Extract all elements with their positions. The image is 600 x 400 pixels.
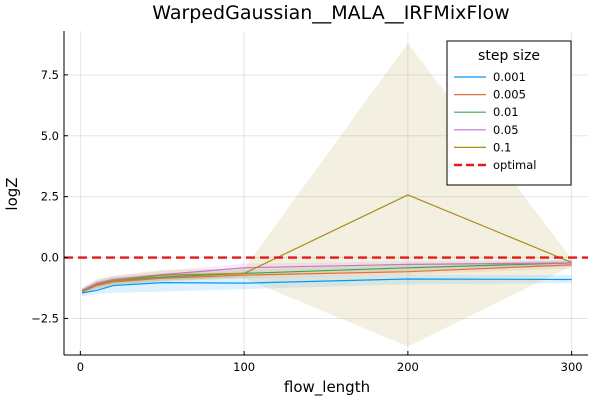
- x-axis-label: flow_length: [284, 378, 370, 397]
- y-tick-label: 0.0: [41, 251, 59, 265]
- y-tick-label: 2.5: [41, 190, 59, 204]
- x-tick-label: 200: [397, 360, 419, 374]
- legend-label-0-01: 0.01: [493, 105, 519, 119]
- legend-label-0-1: 0.1: [493, 140, 511, 154]
- band-0-01: [82, 259, 572, 294]
- y-axis-label: logZ: [3, 177, 21, 210]
- y-tick-label: −2.5: [31, 311, 59, 325]
- legend-label-0-05: 0.05: [493, 123, 519, 137]
- series-lines: [81, 194, 572, 294]
- y-tick-label: 7.5: [41, 68, 59, 82]
- series-line-0-001: [81, 278, 572, 294]
- y-tick-label: 5.0: [41, 129, 59, 143]
- x-tick-label: 300: [561, 360, 583, 374]
- legend: step size 0.001 0.005 0.01 0.05 0.1 optimal: [446, 40, 572, 186]
- axes: [63, 31, 588, 356]
- band-0-05: [82, 259, 572, 293]
- legend-label-0-005: 0.005: [493, 88, 526, 102]
- x-tick-label: 0: [77, 360, 84, 374]
- legend-label-0-001: 0.001: [493, 70, 526, 84]
- legend-title: step size: [478, 48, 540, 64]
- chart-title: WarpedGaussian__MALA__IRFMixFlow: [152, 2, 509, 24]
- legend-box: [446, 40, 572, 186]
- x-tick-label: 100: [233, 360, 255, 374]
- series-line-0-005: [81, 264, 572, 293]
- band-0-001: [82, 274, 572, 297]
- tick-labels: 0 100 200 300 −2.5 0.0 2.5 5.0 7.5: [31, 68, 583, 374]
- legend-label-optimal: optimal: [493, 158, 536, 172]
- series-line-0-1: [81, 194, 572, 293]
